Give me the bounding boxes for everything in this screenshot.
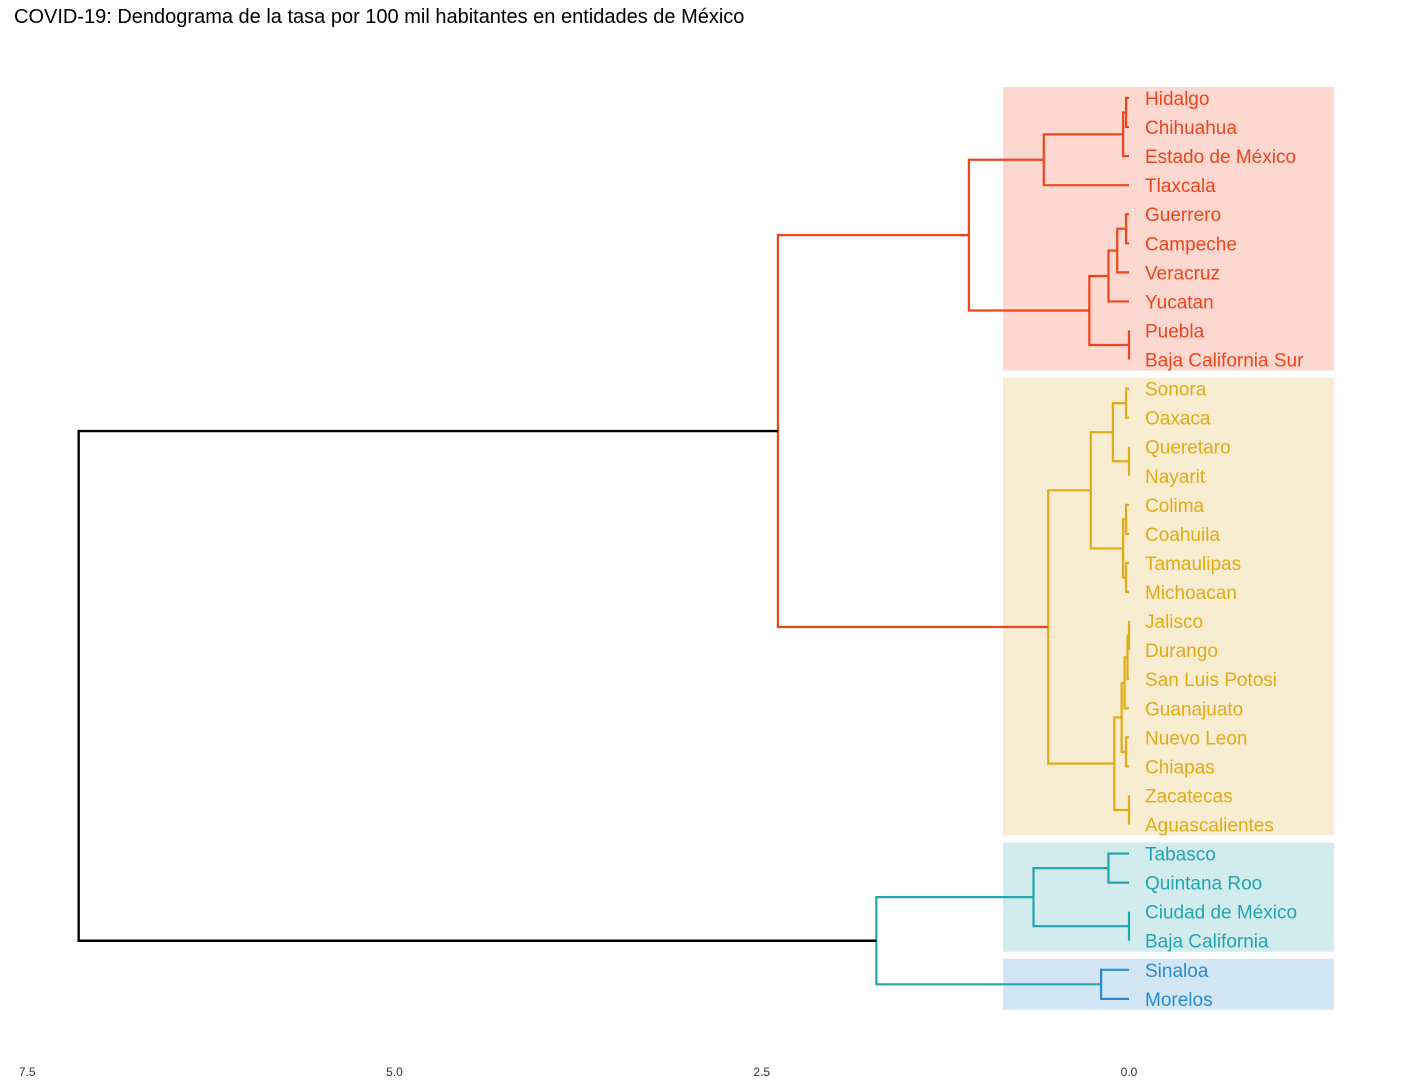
leaf-label: Hidalgo — [1145, 89, 1209, 110]
chart-title: COVID-19: Dendograma de la tasa por 100 … — [14, 6, 745, 28]
leaf-label: Baja California Sur — [1145, 351, 1304, 372]
x-axis-ticks: 7.5 5.0 2.5 0.0 — [19, 1065, 1138, 1079]
dendrogram-branch — [1120, 681, 1127, 753]
x-tick-label: 0.0 — [1121, 1065, 1138, 1079]
leaf-label: Guerrero — [1145, 205, 1221, 226]
leaf-label: Durango — [1145, 641, 1218, 662]
leaf-label: Jalisco — [1145, 612, 1203, 633]
cluster-box-teal — [1003, 842, 1334, 952]
leaf-label: Colima — [1145, 496, 1205, 517]
leaf-label: Tabasco — [1145, 845, 1216, 866]
x-tick-label: 7.5 — [19, 1065, 36, 1079]
x-tick-label: 2.5 — [753, 1065, 770, 1079]
leaf-label: Michoacan — [1145, 583, 1237, 604]
leaf-label: Morelos — [1145, 990, 1213, 1011]
leaf-label: Zacatecas — [1145, 786, 1233, 807]
leaf-label: Coahuila — [1145, 525, 1220, 546]
dendrogram-branch — [1032, 866, 1129, 928]
leaf-label: Puebla — [1145, 321, 1205, 342]
dendrogram-branch — [1088, 274, 1129, 347]
dendrogram-branches — [77, 96, 1131, 1000]
leaf-label: Campeche — [1145, 234, 1237, 255]
leaf-label: Queretaro — [1145, 438, 1231, 459]
leaf-label: Oaxaca — [1145, 409, 1211, 430]
leaf-label: Guanajuato — [1145, 699, 1243, 720]
dendrogram-branch — [77, 429, 877, 942]
leaf-label: Chiapas — [1145, 757, 1215, 778]
dendrogram-branch — [1116, 227, 1129, 274]
leaf-labels: Hidalgo Chihuahua Estado de México Tlaxcala… — [1145, 89, 1304, 1011]
leaf-label: Tlaxcala — [1145, 176, 1216, 197]
leaf-label: Sinaloa — [1145, 961, 1209, 982]
dendrogram-branch — [1099, 968, 1129, 1000]
leaf-label: Aguascalientes — [1145, 816, 1274, 837]
leaf-label: Nayarit — [1145, 467, 1206, 488]
leaf-label: Sonora — [1145, 380, 1207, 401]
leaf-label: Veracruz — [1145, 263, 1220, 284]
leaf-label: Ciudad de México — [1145, 903, 1297, 924]
cluster-box-yellow — [1003, 377, 1334, 836]
dendrogram-branch — [1089, 431, 1124, 550]
leaf-label: Chihuahua — [1145, 118, 1237, 139]
leaf-label: Yucatan — [1145, 292, 1214, 313]
leaf-label: Baja California — [1145, 932, 1269, 953]
leaf-label: San Luis Potosi — [1145, 670, 1277, 691]
leaf-label: Estado de México — [1145, 147, 1296, 168]
leaf-label: Nuevo Leon — [1145, 728, 1247, 749]
leaf-label: Tamaulipas — [1145, 554, 1241, 575]
leaf-label: Quintana Roo — [1145, 874, 1262, 895]
dendrogram-branch — [1042, 133, 1129, 187]
x-tick-label: 5.0 — [386, 1065, 403, 1079]
